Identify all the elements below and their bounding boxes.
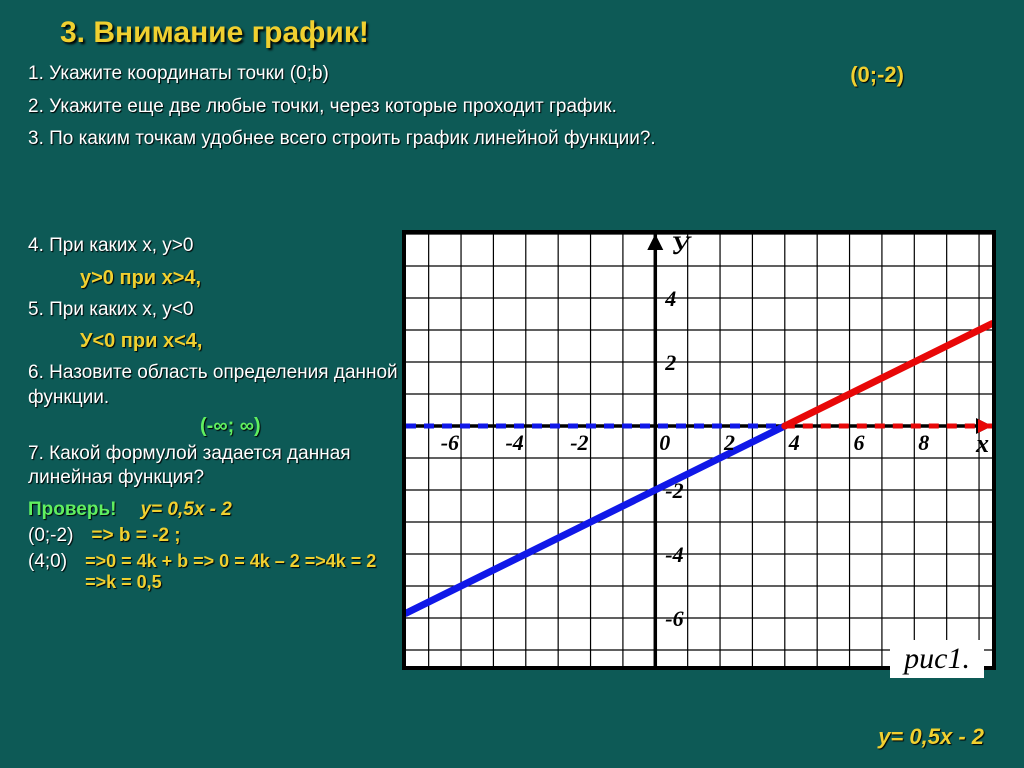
answer-6: (-∞; ∞) xyxy=(0,415,400,438)
answer-q1: (0;-2) xyxy=(850,62,904,88)
svg-text:-2: -2 xyxy=(570,430,588,455)
svg-text:-4: -4 xyxy=(505,430,523,455)
check-label: Проверь! xyxy=(0,499,116,521)
svg-text:4: 4 xyxy=(664,286,676,311)
svg-text:-4: -4 xyxy=(665,542,683,567)
sol2-right: =>0 = 4k + b => 0 = 4k – 2 =>4k = 2 =>k … xyxy=(85,551,400,593)
question-5: 5. При каких x, y<0 xyxy=(0,294,400,327)
answer-5: У<0 при x<4, xyxy=(0,326,400,357)
check-formula: y= 0,5x - 2 xyxy=(134,499,231,521)
svg-text:2: 2 xyxy=(723,430,735,455)
question-7: 7. Какой формулой задается данная линейн… xyxy=(0,438,400,495)
question-2: 2. Укажите еще две любые точки, через ко… xyxy=(0,91,1024,124)
linear-function-chart: -6 -4 -2 0 2 4 6 8 -6 -4 -2 2 4 x У xyxy=(406,234,992,666)
question-3: 3. По каким точкам удобнее всего строить… xyxy=(0,123,1024,156)
question-4: 4. При каких x, y>0 xyxy=(0,230,400,263)
sol1-left: (0;-2) xyxy=(28,525,73,547)
svg-text:0: 0 xyxy=(659,430,670,455)
figure-caption: рис1. xyxy=(890,640,984,678)
answer-4: y>0 при x>4, xyxy=(0,263,400,294)
slide-title: 3. Внимание график! xyxy=(0,0,1024,58)
svg-text:6: 6 xyxy=(854,430,865,455)
final-formula: y= 0,5x - 2 xyxy=(878,724,984,750)
question-6: 6. Назовите область определения данной ф… xyxy=(0,357,400,414)
svg-text:4: 4 xyxy=(788,430,800,455)
svg-text:8: 8 xyxy=(918,430,929,455)
svg-text:2: 2 xyxy=(664,350,676,375)
svg-text:-6: -6 xyxy=(665,606,683,631)
sol1-right: => b = -2 ; xyxy=(91,525,180,547)
sol2-left: (4;0) xyxy=(28,551,67,573)
svg-text:-2: -2 xyxy=(665,478,683,503)
svg-text:x: x xyxy=(975,429,989,458)
chart-panel: -6 -4 -2 0 2 4 6 8 -6 -4 -2 2 4 x У xyxy=(402,230,996,670)
svg-text:-6: -6 xyxy=(441,430,459,455)
svg-text:У: У xyxy=(671,234,692,260)
